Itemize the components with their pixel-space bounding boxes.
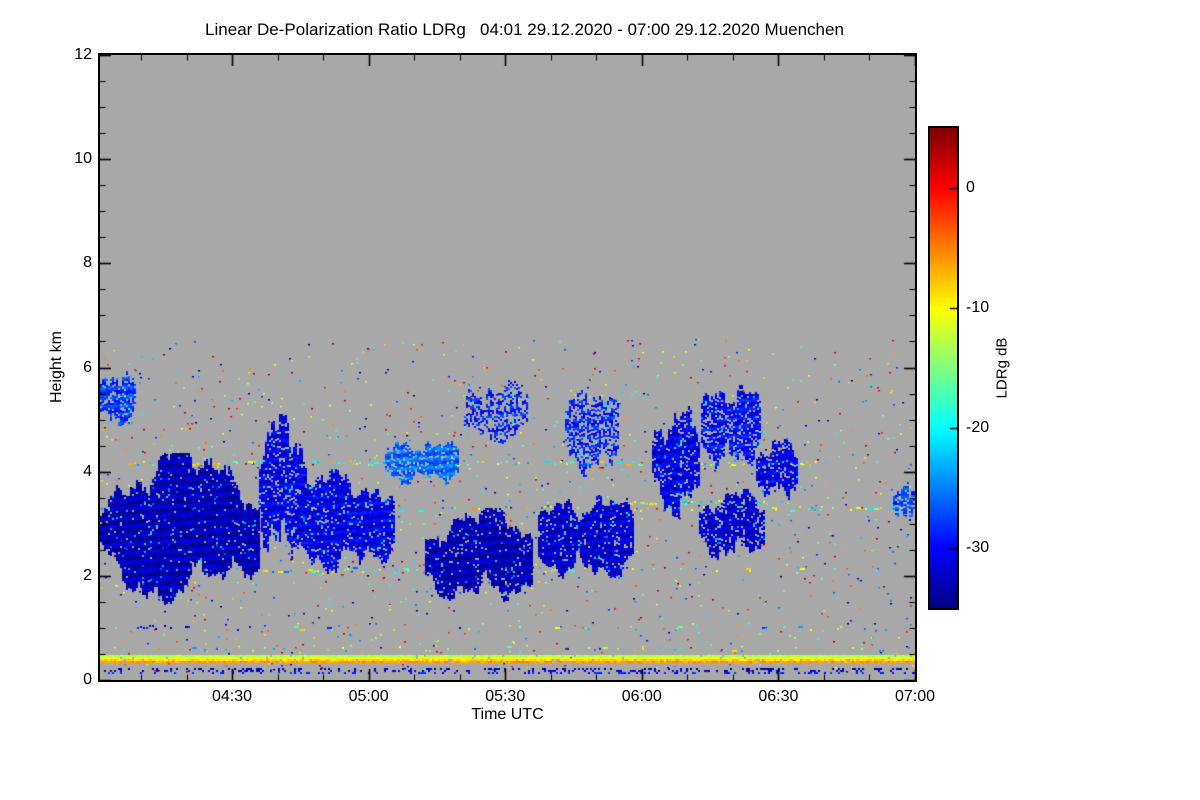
x-tick-label: 06:00 [621,688,662,705]
colorbar-frame [928,126,959,610]
x-tick-label: 06:30 [758,688,799,705]
y-tick-label: 2 [83,566,92,584]
y-tick-label: 4 [83,462,92,480]
x-tick-label: 04:30 [212,688,253,705]
y-tick-label: 6 [83,358,92,376]
y-tick-label: 8 [83,254,92,272]
colorbar-tick-label: -10 [966,299,990,316]
colorbar-canvas [930,128,957,608]
plot-area [98,53,917,682]
x-tick-label: 05:00 [348,688,389,705]
chart-title: Linear De-Polarization Ratio LDRg 04:01 … [205,20,844,39]
colorbar-tick-label: -30 [966,539,990,556]
y-tick-label: 0 [83,671,92,688]
x-tick-label: 05:30 [485,688,526,705]
colorbar-tick-label: 0 [966,179,975,196]
y-tick-label: 12 [74,46,92,63]
y-tick-label: 10 [74,150,92,168]
x-tick-label: 07:00 [894,688,936,705]
x-axis-label: Time UTC [471,706,544,723]
colorbar-label: LDRg dB [993,337,1011,399]
colorbar-tick-label: -20 [966,419,990,436]
heatmap-canvas [100,55,915,680]
